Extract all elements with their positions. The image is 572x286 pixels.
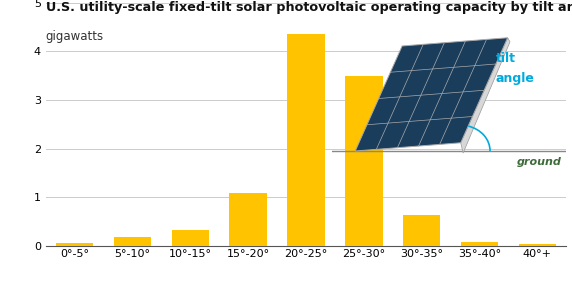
Bar: [460, 242, 498, 246]
Bar: [519, 243, 556, 246]
Text: ground: ground: [517, 157, 562, 167]
Bar: [345, 76, 383, 246]
Bar: [56, 243, 93, 246]
Bar: [114, 237, 152, 246]
Polygon shape: [461, 38, 510, 153]
Bar: [403, 215, 440, 246]
Text: angle: angle: [496, 72, 535, 85]
Text: U.S. utility-scale fixed-tilt solar photovoltaic operating capacity by tilt angl: U.S. utility-scale fixed-tilt solar phot…: [46, 1, 572, 14]
Polygon shape: [355, 38, 508, 151]
Bar: [229, 193, 267, 246]
Bar: [172, 230, 209, 246]
Bar: [287, 35, 325, 246]
Text: tilt: tilt: [496, 51, 516, 65]
Text: gigawatts: gigawatts: [46, 30, 104, 43]
